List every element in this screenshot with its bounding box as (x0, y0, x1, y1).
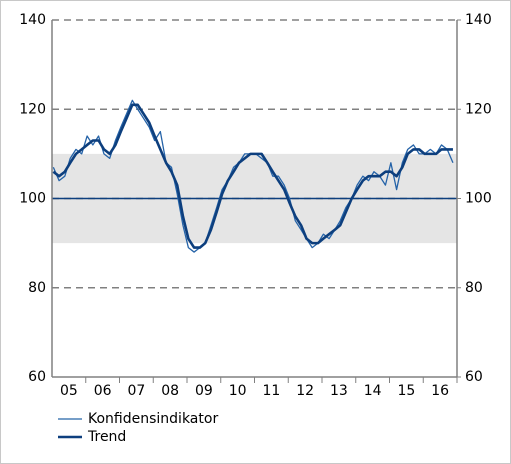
y2-tick-label: 60 (465, 369, 483, 385)
x-tick-label: 08 (161, 383, 179, 399)
x-tick-label: 14 (364, 383, 382, 399)
y2-tick-label: 80 (465, 280, 483, 296)
y-tick-label: 100 (19, 191, 46, 207)
y2-tick-label: 140 (465, 12, 492, 28)
x-tick-label: 06 (94, 383, 112, 399)
x-tick-label: 10 (229, 383, 247, 399)
x-tick-label: 07 (127, 383, 145, 399)
x-tick-label: 15 (397, 383, 415, 399)
series-line (52, 103, 453, 249)
legend-label: Trend (87, 429, 126, 445)
y-tick-label: 60 (28, 369, 46, 385)
y2-tick-label: 120 (465, 101, 492, 117)
x-tick-label: 16 (431, 383, 449, 399)
y-tick-label: 80 (28, 280, 46, 296)
x-tick-label: 09 (195, 383, 213, 399)
x-tick-label: 05 (60, 383, 78, 399)
y2-tick-label: 100 (465, 191, 492, 207)
x-tick-label: 11 (262, 383, 280, 399)
y-tick-label: 140 (19, 12, 46, 28)
legend-label: Konfidensindikator (88, 411, 218, 427)
x-tick-label: 13 (330, 383, 348, 399)
x-tick-label: 12 (296, 383, 314, 399)
y-tick-label: 120 (19, 101, 46, 117)
